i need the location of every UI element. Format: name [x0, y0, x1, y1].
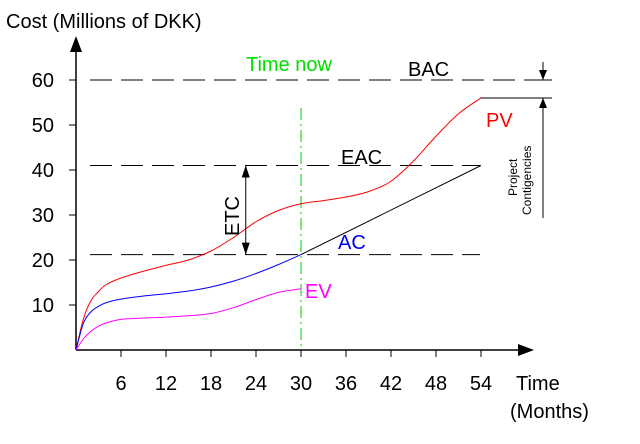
x-axis-title-line2: (Months)	[510, 401, 589, 423]
ev-label: EV	[305, 281, 332, 303]
x-axis-title-line1: Time	[516, 373, 560, 395]
x-tick-label: 24	[245, 373, 267, 395]
x-tick-label: 54	[470, 373, 492, 395]
y-tick-label: 50	[32, 115, 54, 137]
contingency-arrow-bottom	[539, 98, 547, 108]
x-tick-label: 30	[290, 373, 312, 395]
etc-label: ETC	[222, 196, 244, 236]
contingency-arrow-top	[539, 70, 547, 80]
y-ticks: 10 20 30 40 50 60	[32, 70, 76, 317]
time-now-label: Time now	[246, 54, 333, 76]
y-tick-label: 30	[32, 205, 54, 227]
y-tick-label: 60	[32, 70, 54, 92]
ac-label: AC	[338, 232, 366, 254]
ac-series-line	[75, 254, 302, 351]
y-tick-label: 20	[32, 250, 54, 272]
x-ticks: 6 12 18 24 30 36 42 48 54	[115, 350, 492, 395]
y-tick-label: 10	[32, 295, 54, 317]
x-tick-label: 6	[115, 373, 126, 395]
etc-arrow-top	[241, 165, 250, 178]
pv-label: PV	[486, 110, 513, 132]
bac-label: BAC	[408, 59, 449, 81]
contingencies-label-line1: Project	[506, 158, 520, 196]
x-tick-label: 36	[335, 373, 357, 395]
etc-arrow-bottom	[241, 242, 250, 255]
x-tick-label: 18	[200, 373, 222, 395]
x-axis-arrow	[518, 344, 534, 356]
eac-label: EAC	[341, 147, 382, 169]
eac-forecast-line	[300, 165, 482, 256]
pv-series-line	[75, 97, 482, 351]
y-tick-label: 40	[32, 160, 54, 182]
contingencies-label-line2: Contigencies	[520, 146, 534, 215]
x-tick-label: 42	[380, 373, 402, 395]
y-axis-title: Cost (Millions of DKK)	[6, 11, 202, 33]
x-tick-label: 48	[425, 373, 447, 395]
y-axis-arrow	[70, 36, 82, 52]
ev-series-line	[75, 288, 302, 351]
x-tick-label: 12	[155, 373, 177, 395]
